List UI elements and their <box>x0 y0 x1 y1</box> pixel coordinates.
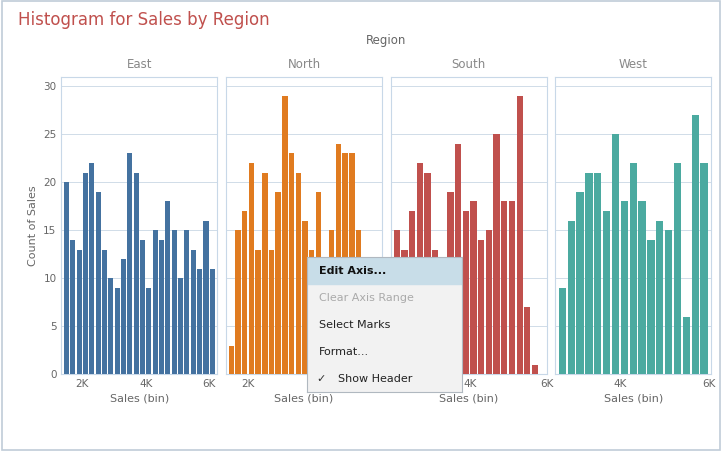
Bar <box>586 173 593 374</box>
Bar <box>417 163 423 374</box>
Text: Format...: Format... <box>319 347 370 357</box>
Bar <box>648 240 655 374</box>
Text: Clear Axis Range: Clear Axis Range <box>319 293 414 303</box>
Bar <box>127 153 132 374</box>
Bar <box>70 240 75 374</box>
Bar <box>612 134 619 374</box>
Bar <box>440 259 446 374</box>
Bar <box>184 230 189 374</box>
Text: Histogram for Sales by Region: Histogram for Sales by Region <box>18 11 270 29</box>
Bar <box>309 249 314 374</box>
Text: ✓: ✓ <box>316 374 326 384</box>
Bar <box>336 144 342 374</box>
Bar <box>102 249 107 374</box>
Bar <box>567 221 575 374</box>
Bar <box>603 211 610 374</box>
Bar <box>159 240 164 374</box>
Bar <box>362 345 368 374</box>
X-axis label: Sales (bin): Sales (bin) <box>110 393 169 403</box>
Bar <box>471 202 477 374</box>
Bar <box>289 153 295 374</box>
Bar <box>115 288 120 374</box>
Bar <box>197 269 202 374</box>
Bar <box>256 249 261 374</box>
Text: West: West <box>619 58 648 71</box>
Bar <box>95 192 101 374</box>
Bar <box>134 173 139 374</box>
Text: South: South <box>451 58 486 71</box>
Bar <box>700 163 708 374</box>
Bar <box>524 307 531 374</box>
Bar <box>509 202 515 374</box>
Bar <box>532 365 538 374</box>
Bar <box>83 173 88 374</box>
Text: Show Header: Show Header <box>338 374 412 384</box>
Bar <box>594 173 601 374</box>
Text: Select Marks: Select Marks <box>319 320 391 330</box>
Bar <box>235 230 240 374</box>
Bar <box>674 163 681 374</box>
Bar <box>276 192 281 374</box>
Bar <box>121 259 126 374</box>
Y-axis label: Count of Sales: Count of Sales <box>27 185 38 266</box>
X-axis label: Sales (bin): Sales (bin) <box>274 393 334 403</box>
X-axis label: Sales (bin): Sales (bin) <box>439 393 498 403</box>
Bar <box>165 202 170 374</box>
Bar <box>329 230 334 374</box>
Bar <box>64 182 69 374</box>
Bar <box>665 230 672 374</box>
Bar <box>409 211 415 374</box>
Bar <box>209 269 215 374</box>
Text: North: North <box>287 58 321 71</box>
Bar <box>262 173 268 374</box>
Text: East: East <box>126 58 152 71</box>
Bar <box>683 317 690 374</box>
Bar <box>316 192 321 374</box>
Bar <box>638 202 645 374</box>
Text: Region: Region <box>366 34 406 47</box>
Bar <box>269 249 274 374</box>
Bar <box>204 221 209 374</box>
Bar <box>140 240 145 374</box>
Bar <box>692 115 699 374</box>
Bar <box>455 144 461 374</box>
Bar <box>656 221 664 374</box>
Bar <box>621 202 628 374</box>
Bar <box>191 249 196 374</box>
Bar <box>307 257 462 284</box>
Bar <box>77 249 82 374</box>
Bar <box>248 163 254 374</box>
Bar <box>448 192 453 374</box>
X-axis label: Sales (bin): Sales (bin) <box>604 393 663 403</box>
Bar <box>425 173 430 374</box>
Bar <box>342 153 348 374</box>
Bar <box>630 163 637 374</box>
Bar <box>478 240 484 374</box>
Bar <box>295 173 301 374</box>
Bar <box>303 221 308 374</box>
Bar <box>147 288 152 374</box>
Bar <box>229 345 234 374</box>
Bar <box>172 230 177 374</box>
Bar <box>493 134 500 374</box>
Bar <box>282 96 287 374</box>
Bar <box>349 153 355 374</box>
Bar <box>178 278 183 374</box>
Bar <box>432 249 438 374</box>
Bar <box>152 230 158 374</box>
Text: Edit Axis...: Edit Axis... <box>319 266 386 276</box>
Bar <box>322 259 328 374</box>
Bar <box>108 278 113 374</box>
Bar <box>242 211 248 374</box>
Bar <box>356 230 361 374</box>
Bar <box>90 163 95 374</box>
Bar <box>463 211 469 374</box>
Bar <box>576 192 583 374</box>
Bar <box>393 230 400 374</box>
Bar <box>486 230 492 374</box>
Bar <box>559 288 566 374</box>
Bar <box>401 249 408 374</box>
Bar <box>501 202 508 374</box>
Bar <box>516 96 523 374</box>
